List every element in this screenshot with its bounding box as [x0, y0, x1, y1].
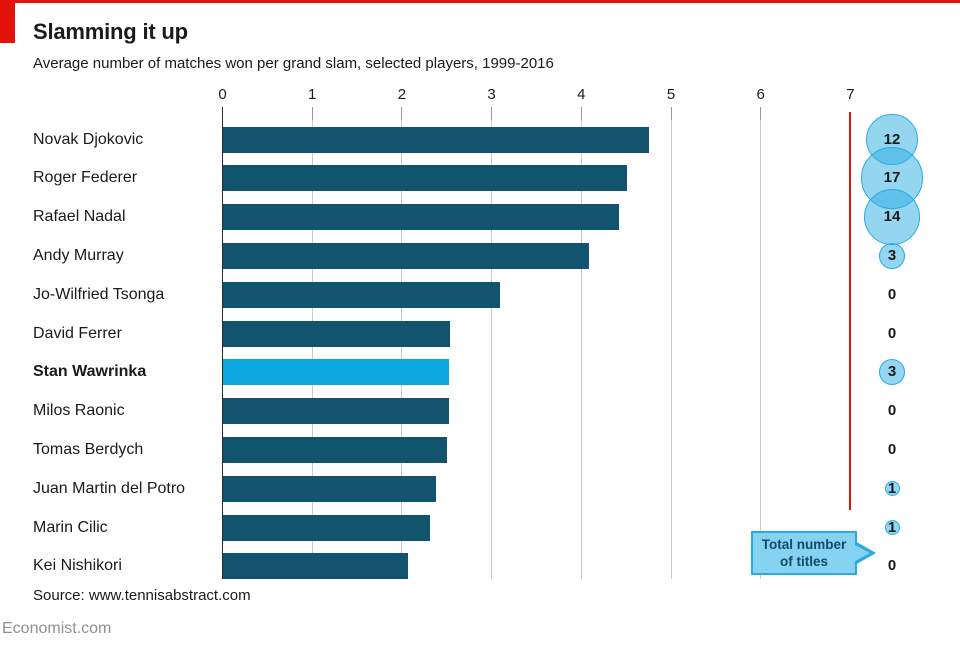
titles-count: 14	[883, 208, 901, 226]
x-tick-label: 5	[666, 86, 676, 103]
player-label: Stan Wawrinka	[33, 363, 147, 381]
x-tick-label: 7	[846, 86, 855, 103]
gridline	[760, 120, 762, 579]
player-label: Marin Cilic	[33, 518, 108, 536]
bar	[222, 242, 590, 269]
titles-count: 17	[883, 169, 901, 187]
bar	[222, 204, 619, 231]
chart-subtitle: Average number of matches won per grand …	[33, 55, 554, 72]
x-tick-label: 0	[218, 86, 227, 103]
player-label: David Ferrer	[33, 324, 122, 342]
titles-bubble	[884, 520, 900, 536]
callout-line-2: of titles	[779, 554, 828, 569]
x-tick-label: 2	[397, 86, 407, 103]
titles-count: 3	[887, 363, 897, 381]
top-red-rule	[0, 0, 960, 3]
titles-bubble	[863, 189, 921, 246]
titles-count: 12	[883, 130, 901, 148]
gridline	[401, 120, 403, 579]
player-label: Tomas Berdych	[33, 440, 144, 458]
bar	[222, 126, 649, 153]
bar	[222, 514, 430, 541]
titles-count: 1	[887, 518, 897, 536]
axis-tick-mark	[760, 107, 762, 120]
titles-count: 0	[887, 402, 897, 420]
bar	[222, 359, 450, 386]
player-label: Juan Martin del Potro	[33, 479, 186, 497]
titles-count: 0	[887, 557, 897, 575]
bar	[222, 320, 451, 347]
gridline	[491, 120, 493, 579]
gridline	[311, 120, 313, 579]
titles-bubble	[879, 359, 905, 386]
titles-count: 1	[887, 479, 897, 497]
chart-title: Slamming it up	[33, 19, 188, 44]
bar	[222, 553, 409, 580]
titles-bubble	[884, 481, 900, 497]
player-label: Rafael Nadal	[33, 208, 126, 226]
bar	[222, 281, 500, 308]
source-note: Source: www.tennisabstract.com	[33, 587, 251, 604]
player-label: Kei Nishikori	[33, 557, 122, 575]
x-tick-label: 6	[756, 86, 765, 103]
bar	[222, 475, 436, 502]
player-label: Roger Federer	[33, 169, 138, 187]
axis-tick-mark	[580, 107, 582, 120]
callout-line-1: Total number	[761, 537, 847, 552]
axis-tick-mark	[670, 107, 672, 120]
titles-count: 3	[887, 246, 897, 264]
axis-tick-mark	[491, 107, 493, 120]
x-tick-label: 3	[487, 86, 496, 103]
bar	[222, 398, 449, 425]
bar	[222, 436, 447, 463]
x-tick-label: 1	[308, 86, 317, 103]
gridline	[670, 120, 672, 579]
titles-count: 0	[887, 285, 897, 303]
titles-bubble	[879, 242, 905, 269]
brand-footer: Economist.com	[2, 620, 112, 637]
axis-tick-mark	[401, 107, 403, 120]
economist-red-tab	[0, 0, 15, 43]
titles-count: 0	[887, 324, 897, 342]
axis-tick-mark	[311, 107, 313, 120]
player-label: Andy Murray	[33, 246, 124, 264]
x-tick-label: 4	[577, 86, 586, 103]
bar	[222, 165, 628, 192]
player-label: Novak Djokovic	[33, 130, 144, 148]
gridline	[580, 120, 582, 579]
player-label: Jo-Wilfried Tsonga	[33, 285, 165, 303]
titles-count: 0	[887, 440, 897, 458]
player-label: Milos Raonic	[33, 402, 125, 420]
red-axis-line	[849, 112, 852, 510]
total-titles-callout: Total number of titles	[751, 531, 857, 575]
callout-pointer-fill	[855, 545, 870, 561]
